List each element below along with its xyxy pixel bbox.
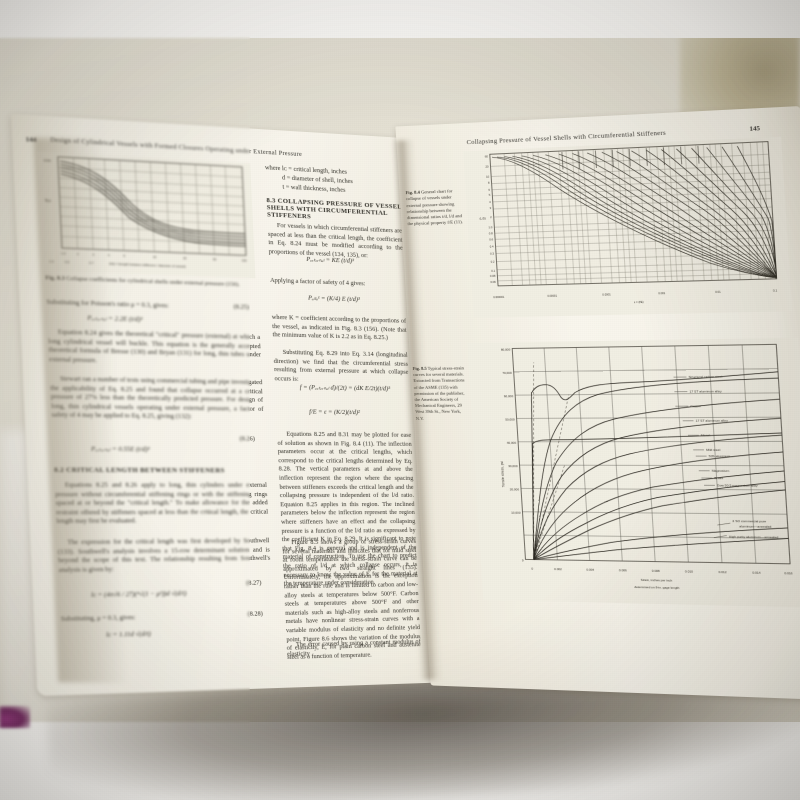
svg-text:5: 5 — [489, 193, 491, 197]
right-col-para-2: Substituting Eq. 8.29 into Eq. 3.14 (lon… — [273, 349, 409, 383]
svg-text:Monel: Monel — [701, 433, 711, 437]
svg-text:20,000: 20,000 — [510, 487, 520, 491]
svg-text:0.6: 0.6 — [489, 237, 494, 241]
svg-text:determined on 8-in. gage lengt: determined on 8-in. gage length — [634, 585, 680, 590]
svg-text:0.2: 0.2 — [491, 260, 496, 264]
svg-text:50: 50 — [213, 257, 217, 261]
svg-text:40,000: 40,000 — [507, 441, 517, 445]
svg-text:(L/D): (L/D) — [479, 216, 486, 220]
figure-8-5: Structural carbon steel 17 ST aluminum a… — [467, 337, 800, 608]
equation-8-25-number: (8.25) — [233, 304, 250, 311]
svg-text:17 ST aluminum alloy: 17 ST aluminum alloy — [689, 389, 722, 393]
equation-8-26-number: (8.26) — [239, 436, 256, 443]
svg-text:0.3: 0.3 — [490, 252, 495, 256]
equation-8-27-number: (8.27) — [246, 580, 262, 587]
svg-text:Brass: Brass — [714, 476, 723, 480]
svg-text:Mild steel: Mild steel — [706, 448, 721, 452]
svg-text:0.1: 0.1 — [491, 269, 496, 273]
svg-text:Structural carbon steel: Structural carbon steel — [688, 375, 722, 380]
svg-text:0.008: 0.008 — [652, 569, 661, 573]
svg-text:Magnesium: Magnesium — [712, 469, 730, 473]
svg-text:17 ST aluminum alloy: 17 ST aluminum alloy — [696, 418, 729, 422]
right-col-where-k: where K = coefficient according to the p… — [271, 314, 407, 342]
photo-top-border — [0, 0, 800, 38]
svg-text:10,000: 10,000 — [511, 511, 521, 515]
svg-text:50,000: 50,000 — [505, 417, 515, 421]
equation-8-28-number: (8.28) — [247, 611, 263, 618]
svg-text:1.0: 1.0 — [488, 225, 493, 229]
svg-text:Tensile stress, psi: Tensile stress, psi — [500, 461, 506, 487]
open-book: 144 Design of Cylindrical Vessels with F… — [10, 106, 800, 800]
right-page: Collapsing Pressure of Vessel Shells wit… — [395, 106, 800, 701]
svg-text:0.08: 0.08 — [490, 274, 496, 278]
svg-text:0.010: 0.010 — [685, 569, 694, 573]
section-8-3-heading: 8.3 COLLAPSING PRESSURE OF VESSEL SHELLS… — [266, 196, 402, 221]
svg-text:0.4: 0.4 — [490, 244, 495, 248]
right-page-folio: 145 — [749, 125, 761, 133]
svg-text:0.004: 0.004 — [586, 568, 594, 572]
svg-text:0.1: 0.1 — [773, 288, 778, 292]
svg-text:10: 10 — [153, 255, 157, 259]
equation-8-30: f = (Pₑₓₜₑᵣₙₐₗ d)/(2t) = (dK E/2t)(t/d)³ — [299, 383, 391, 393]
svg-text:0.001: 0.001 — [658, 291, 666, 295]
svg-text:High purity aluminum—annealed: High purity aluminum—annealed — [729, 535, 779, 540]
svg-text:0.00001: 0.00001 — [547, 294, 558, 298]
equation-8-29: Pₐₗₗₒᵡ = (K/4) E (t/d)³ — [307, 294, 361, 304]
svg-text:0.014: 0.014 — [752, 571, 761, 575]
equation-8-31: f/E = ε = (K/2)(t/d)² — [309, 408, 361, 417]
svg-text:8: 8 — [488, 181, 490, 185]
svg-text:20: 20 — [183, 256, 187, 260]
svg-text:0.016: 0.016 — [784, 571, 793, 575]
svg-text:0: 0 — [531, 567, 533, 571]
svg-text:0: 0 — [522, 558, 524, 562]
svg-text:0.01: 0.01 — [715, 290, 721, 294]
svg-text:aluminum—annealed: aluminum—annealed — [739, 524, 772, 529]
svg-text:6: 6 — [488, 188, 490, 192]
svg-text:3: 3 — [489, 206, 491, 210]
svg-text:0.002: 0.002 — [554, 567, 562, 571]
svg-text:Dow 50.5 magnesium alloy: Dow 50.5 magnesium alloy — [717, 483, 758, 487]
svg-text:60,000: 60,000 — [504, 394, 514, 398]
svg-text:60: 60 — [485, 154, 489, 158]
svg-text:80,000: 80,000 — [501, 347, 511, 351]
svg-text:2: 2 — [490, 215, 492, 219]
svg-text:0.8: 0.8 — [489, 231, 494, 235]
svg-text:2 SO commercial pure: 2 SO commercial pure — [732, 519, 766, 524]
svg-text:Strain, inches per inch: Strain, inches per inch — [641, 578, 673, 583]
svg-text:0.06: 0.06 — [490, 280, 496, 284]
svg-text:20: 20 — [485, 164, 489, 168]
svg-text:4: 4 — [489, 200, 491, 204]
svg-text:ε = (f/E): ε = (f/E) — [634, 300, 644, 304]
svg-text:0.0001: 0.0001 — [602, 292, 611, 296]
svg-text:10: 10 — [486, 175, 490, 179]
right-col-fos-line: Applying a factor of safety of 4 gives: — [269, 277, 366, 288]
svg-text:50S aluminum: 50S aluminum — [709, 454, 731, 458]
svg-text:0.012: 0.012 — [718, 570, 727, 574]
svg-text:70,000: 70,000 — [502, 371, 512, 375]
svg-text:Copper: Copper — [690, 404, 701, 408]
svg-text:(l/d) = (length between stiffe: (l/d) = (length between stiffeners / dia… — [109, 262, 186, 269]
svg-text:5: 5 — [123, 254, 125, 258]
svg-text:0.006: 0.006 — [619, 568, 628, 572]
svg-text:30,000: 30,000 — [508, 464, 518, 468]
svg-text:100: 100 — [242, 258, 247, 262]
equation-pext-k: Pₑₓₜₑᵣₙₐₗ = KE (t/d)³ — [306, 255, 355, 265]
svg-text:0.000001: 0.000001 — [493, 295, 505, 299]
